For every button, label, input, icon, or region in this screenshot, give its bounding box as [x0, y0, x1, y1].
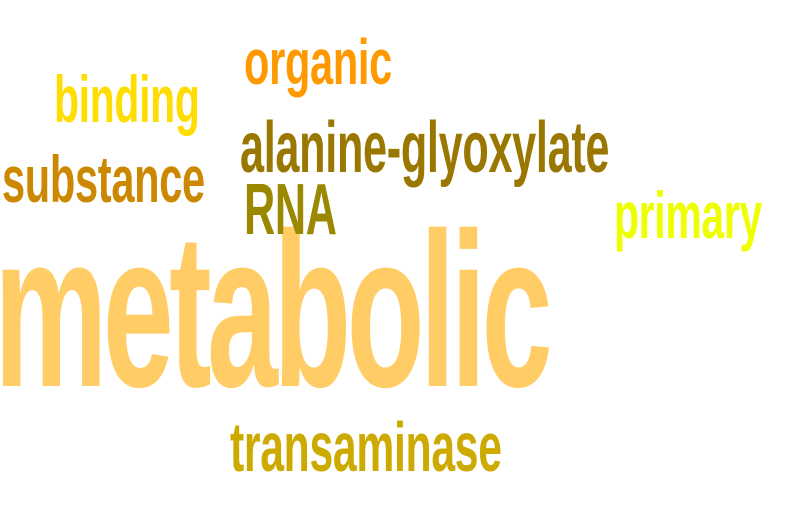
word-organic: organic: [244, 26, 392, 98]
word-binding: binding: [54, 62, 200, 136]
word-metabolic: metabolic: [0, 187, 553, 433]
word-rna: RNA: [244, 170, 337, 250]
word-transaminase: transaminase: [230, 408, 502, 486]
word-alanine-glyoxylate: alanine-glyoxylate: [240, 108, 610, 188]
word-substance: substance: [2, 142, 205, 216]
word-primary: primary: [614, 178, 762, 252]
